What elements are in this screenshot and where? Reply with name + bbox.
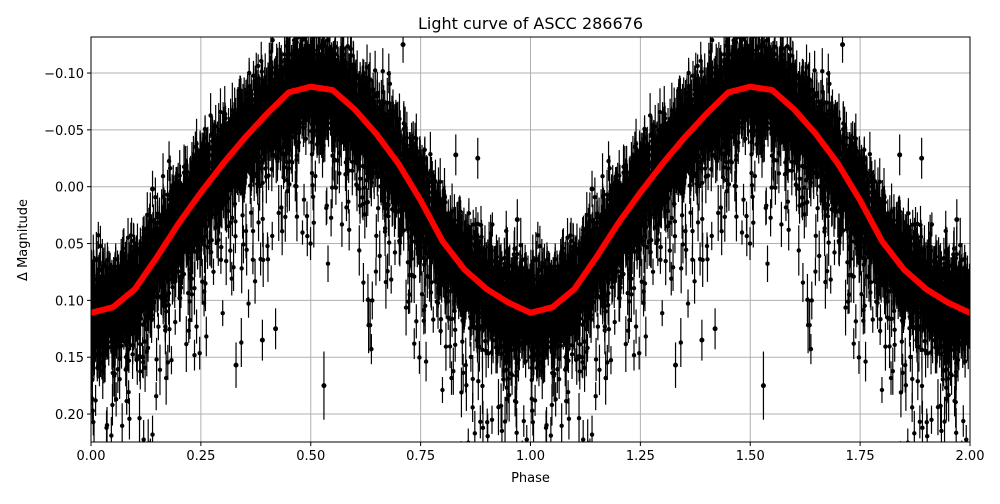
data-point xyxy=(903,363,907,367)
data-point xyxy=(478,420,482,424)
data-point xyxy=(863,359,867,363)
data-point xyxy=(194,324,198,328)
data-point xyxy=(295,214,299,218)
data-point xyxy=(961,419,965,423)
data-point xyxy=(305,234,309,238)
data-point xyxy=(138,342,142,346)
data-point xyxy=(424,359,428,363)
data-point xyxy=(578,342,582,346)
data-point xyxy=(483,339,487,343)
data-point xyxy=(393,250,397,254)
data-point xyxy=(854,319,858,323)
data-point xyxy=(414,319,418,323)
data-point xyxy=(954,431,958,435)
data-point xyxy=(634,324,638,328)
data-point xyxy=(745,234,749,238)
data-point xyxy=(256,220,260,224)
data-point xyxy=(302,197,306,201)
data-point xyxy=(946,393,950,397)
data-point xyxy=(703,166,707,170)
data-point xyxy=(585,443,589,447)
data-point xyxy=(244,229,248,233)
data-point xyxy=(507,393,511,397)
data-point xyxy=(868,152,872,156)
data-point xyxy=(738,24,742,28)
data-point xyxy=(683,229,687,233)
data-point xyxy=(464,363,468,367)
data-point xyxy=(613,320,617,324)
data-point xyxy=(741,197,745,201)
data-point xyxy=(918,420,922,424)
chart-title: Light curve of ASCC 286676 xyxy=(418,14,643,33)
data-point xyxy=(727,182,731,186)
data-point xyxy=(805,298,809,302)
data-point xyxy=(299,24,303,28)
data-point xyxy=(476,379,480,383)
data-point xyxy=(358,176,362,180)
data-point xyxy=(428,152,432,156)
data-point xyxy=(366,298,370,302)
data-point xyxy=(287,182,291,186)
data-point xyxy=(723,215,727,219)
data-point xyxy=(522,419,526,423)
data-point xyxy=(832,250,836,254)
data-point xyxy=(283,215,287,219)
data-point xyxy=(263,166,267,170)
data-point xyxy=(279,205,283,209)
data-point xyxy=(923,339,927,343)
data-point xyxy=(696,220,700,224)
data-point xyxy=(734,214,738,218)
data-point xyxy=(146,443,150,447)
data-point xyxy=(173,320,177,324)
data-point xyxy=(916,379,920,383)
data-point xyxy=(578,369,582,373)
data-point xyxy=(644,334,648,338)
data-point xyxy=(138,369,142,373)
data-point xyxy=(797,176,801,180)
data-point xyxy=(514,431,518,435)
data-point xyxy=(204,334,208,338)
